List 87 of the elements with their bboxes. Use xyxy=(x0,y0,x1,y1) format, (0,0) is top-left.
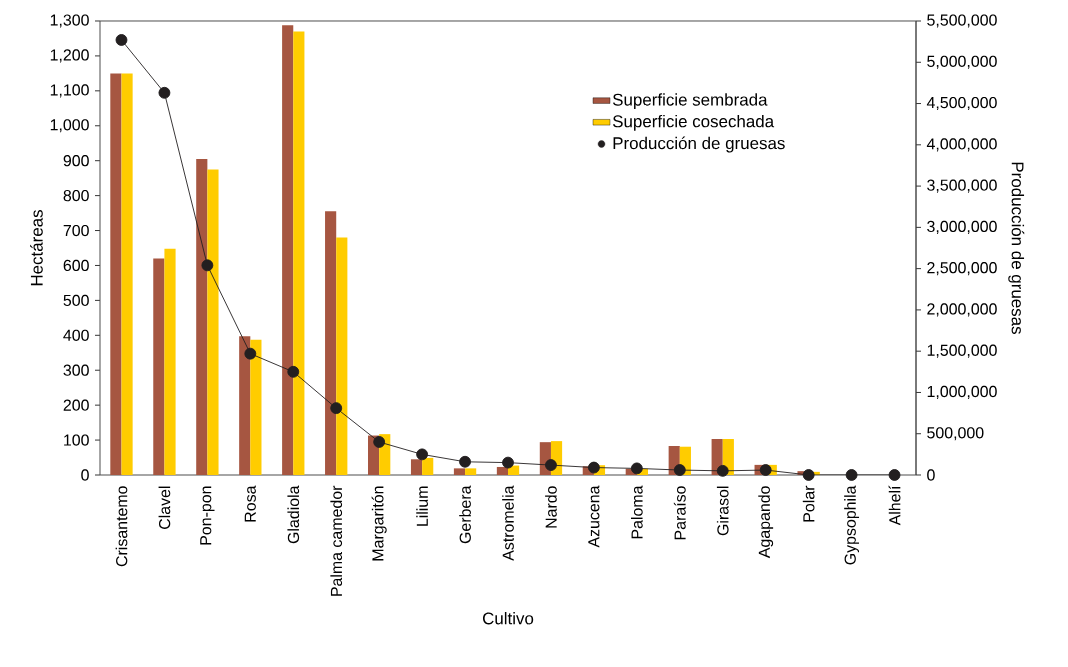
x-tick-label: Polar xyxy=(802,485,815,522)
bar xyxy=(496,466,508,475)
point xyxy=(115,34,128,46)
y2-tick-label: 500,000 xyxy=(927,427,984,441)
bar xyxy=(453,468,466,475)
x-tick-label: Palma camedor xyxy=(330,485,343,596)
x-tick-label: Margaritón xyxy=(371,486,387,561)
y-tick-label: 900 xyxy=(63,155,89,167)
bar xyxy=(239,336,251,475)
point xyxy=(244,347,257,360)
bar xyxy=(465,468,477,475)
point xyxy=(459,455,471,468)
y2-tick-label: 4,500,000 xyxy=(926,96,997,111)
bar xyxy=(336,237,348,475)
x-tick-label: Paloma xyxy=(631,485,643,539)
bar xyxy=(422,457,434,475)
x-tick-label: Pon-pon xyxy=(200,486,215,545)
point xyxy=(802,469,815,481)
y-tick-label: 800 xyxy=(63,189,89,202)
y2-tick-label: 0 xyxy=(927,469,935,481)
y2-tick-label: 3,500,000 xyxy=(927,179,997,193)
bar xyxy=(325,211,337,475)
y2-axis-title: Producción de gruesas xyxy=(1008,162,1025,334)
point xyxy=(888,469,901,481)
x-tick-label: Clavel xyxy=(158,486,171,529)
bar xyxy=(110,73,122,475)
x-tick-label: Astromelia xyxy=(502,485,514,561)
x-tick-label: Alhelí xyxy=(888,485,901,526)
x-tick-label: Gypsophila xyxy=(844,485,860,565)
bar xyxy=(121,73,133,475)
point xyxy=(587,461,600,474)
point xyxy=(416,448,429,461)
y-tick-label: 100 xyxy=(64,434,89,446)
x-tick-label: Nardo xyxy=(545,486,557,528)
y-tick-label: 400 xyxy=(63,329,89,341)
point xyxy=(630,462,643,475)
bar xyxy=(207,169,219,475)
point xyxy=(158,86,171,99)
bar xyxy=(196,158,208,475)
y-tick-label: 700 xyxy=(63,224,89,237)
y-tick-label: 1,000 xyxy=(50,119,89,133)
y-tick-label: 0 xyxy=(81,469,89,481)
y2-tick-label: 2,000,000 xyxy=(927,303,997,317)
bar xyxy=(293,31,305,475)
point xyxy=(845,469,858,481)
y-tick-label: 500 xyxy=(63,294,89,307)
y-tick-label: 600 xyxy=(63,259,89,272)
point xyxy=(201,259,214,272)
y-tick-label: 1,100 xyxy=(50,84,89,98)
point xyxy=(502,456,514,469)
x-tick-label: Azucena xyxy=(588,485,600,548)
point xyxy=(716,464,729,477)
point xyxy=(287,365,300,378)
x-tick-label: Agapando xyxy=(758,486,774,559)
point xyxy=(673,464,686,476)
y-tick-label: 1,200 xyxy=(50,49,89,63)
bar xyxy=(410,459,423,475)
x-axis-title: Cultivo xyxy=(482,611,534,625)
y2-tick-label: 1,500,000 xyxy=(927,344,997,358)
point xyxy=(545,459,557,472)
y2-tick-label: 1,000,000 xyxy=(927,385,997,400)
point xyxy=(330,402,343,415)
bar xyxy=(250,339,262,475)
y-tick-label: 200 xyxy=(63,399,89,411)
bar xyxy=(164,248,176,475)
y2-tick-label: 3,000,000 xyxy=(927,220,997,234)
x-tick-label: Paraíso xyxy=(673,486,686,540)
point xyxy=(373,436,386,448)
legend-label: Producción de gruesas xyxy=(613,136,785,153)
x-tick-label: Gerbera xyxy=(459,485,471,544)
legend-label: Superficie cosechada xyxy=(612,114,775,131)
x-tick-label: Crisantemo xyxy=(115,486,128,567)
x-tick-label: Gladiola xyxy=(287,485,300,544)
x-tick-label: Girasol xyxy=(716,486,729,536)
y2-tick-label: 5,000,000 xyxy=(927,55,997,69)
y2-tick-label: 4,000,000 xyxy=(926,138,997,152)
y-tick-label: 1,300 xyxy=(50,14,89,28)
y2-tick-label: 2,500,000 xyxy=(927,262,997,276)
point xyxy=(759,464,772,476)
bar xyxy=(282,25,294,475)
x-tick-label: Rosa xyxy=(244,485,256,522)
bar xyxy=(153,258,165,475)
x-tick-label: Lilium xyxy=(416,486,428,526)
y-tick-label: 300 xyxy=(63,364,89,376)
y-axis-title: Hectáreas xyxy=(30,210,43,286)
y2-tick-label: 5,500,000 xyxy=(927,14,997,28)
legend-label: Superficie sembrada xyxy=(612,93,768,110)
